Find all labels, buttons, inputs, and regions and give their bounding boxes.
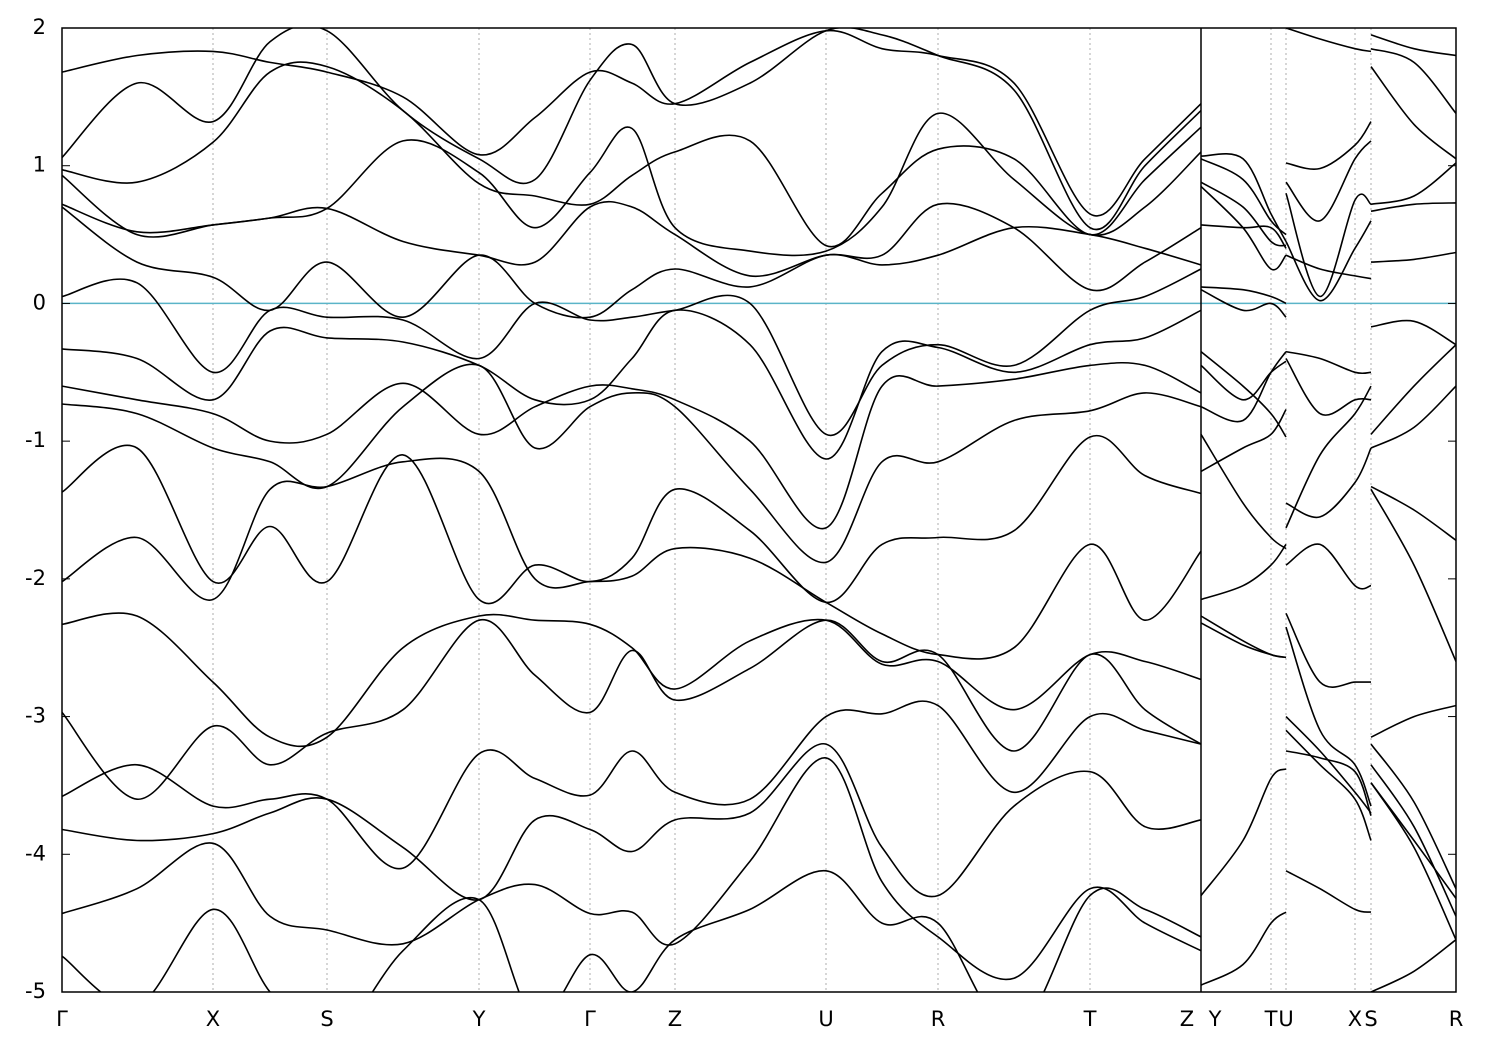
band-line: [1370, 782, 1456, 941]
band-line: [1370, 319, 1456, 346]
x-tick-label: U: [1278, 1007, 1293, 1031]
band-line: [1370, 344, 1456, 435]
x-tick-label: Z: [1180, 1007, 1194, 1031]
x-tick-label: R: [1449, 1007, 1464, 1031]
x-tick-label: T: [1083, 1007, 1097, 1031]
band-line: [62, 268, 1202, 437]
band-layer: [62, 28, 1456, 1034]
band-line: [1285, 626, 1372, 807]
band-line: [1285, 750, 1372, 816]
band-line: [1200, 181, 1287, 247]
band-line: [1200, 185, 1287, 271]
x-tick-label: Y: [1208, 1007, 1222, 1031]
band-line: [62, 200, 1202, 292]
band-line: [1200, 615, 1287, 659]
x-tick-label: T: [1264, 1007, 1278, 1031]
label-layer: 210-1-2-3-4-5Γ X S Y Γ Z U R T Z Y T U X S R: [25, 15, 1463, 1031]
band-line: [1200, 768, 1287, 897]
band-line: [1370, 704, 1456, 738]
band-line: [62, 29, 1202, 217]
band-line: [1285, 870, 1372, 913]
band-line: [1285, 729, 1372, 841]
band-line: [62, 700, 1202, 870]
band-line: [1200, 158, 1287, 236]
band-line: [62, 757, 1202, 981]
y-tick-label: 0: [33, 290, 46, 314]
band-line: [1285, 716, 1372, 814]
band-line: [1285, 385, 1372, 529]
x-tick-label: U: [818, 1007, 833, 1031]
band-line: [1285, 121, 1372, 170]
band-line: [1285, 193, 1372, 298]
band-line: [1370, 34, 1456, 57]
band-line: [1370, 251, 1456, 263]
band-line: [1200, 360, 1287, 401]
band-line: [62, 28, 1202, 231]
band-line: [1200, 543, 1287, 601]
band-line: [62, 61, 1202, 248]
band-line: [1370, 385, 1456, 449]
band-line: [1200, 911, 1287, 986]
y-tick-label: -3: [25, 704, 46, 728]
plot-frame: [61, 27, 1457, 993]
band-line: [1285, 543, 1372, 590]
band-line: [1200, 288, 1287, 318]
band-line: [62, 457, 1202, 660]
band-line: [1370, 485, 1456, 541]
y-tick-label: -1: [25, 428, 46, 452]
band-line: [1200, 409, 1287, 473]
y-tick-label: 1: [33, 153, 46, 177]
band-line: [1285, 358, 1372, 416]
band-line: [1285, 140, 1372, 222]
y-tick-label: -5: [25, 979, 46, 1003]
x-tick-label: X: [206, 1007, 220, 1031]
x-tick-label: X: [1348, 1007, 1362, 1031]
band-line: [62, 112, 1202, 257]
band-line: [1200, 286, 1287, 305]
band-line: [62, 612, 1202, 748]
band-line: [1200, 224, 1287, 249]
band-line: [62, 361, 1202, 530]
band-line: [1285, 447, 1372, 519]
x-tick-label: Y: [472, 1007, 486, 1031]
x-tick-label: S: [1364, 1007, 1377, 1031]
grid-layer: [212, 28, 1372, 992]
band-line: [1370, 743, 1456, 890]
band-line: [1370, 162, 1456, 206]
x-tick-label: Z: [668, 1007, 682, 1031]
band-line: [62, 869, 1202, 992]
band-line: [1285, 220, 1372, 302]
band-line: [1370, 202, 1456, 212]
band-line: [1200, 350, 1287, 438]
y-tick-label: 2: [33, 15, 46, 39]
band-line: [62, 309, 1202, 460]
band-line: [1370, 66, 1456, 160]
band-line: [1200, 351, 1287, 423]
band-line: [1285, 350, 1372, 375]
band-line: [1370, 764, 1456, 917]
band-line: [62, 434, 1202, 605]
band-line: [1285, 254, 1372, 280]
band-line: [62, 619, 1202, 801]
y-tick-label: -2: [25, 566, 46, 590]
band-line: [62, 363, 1202, 564]
band-line: [1285, 28, 1372, 53]
band-line: [62, 743, 1202, 901]
band-line: [1285, 612, 1371, 688]
band-line: [62, 206, 1202, 319]
x-tick-label: Γ: [584, 1007, 596, 1031]
y-tick-label: -4: [25, 841, 46, 865]
band-line: [1200, 622, 1287, 659]
band-line: [1370, 488, 1456, 662]
x-tick-label: S: [320, 1007, 333, 1031]
band-line: [1370, 47, 1456, 114]
x-tick-label: R: [931, 1007, 946, 1031]
band-line: [1370, 939, 1456, 992]
x-tick-label: Γ: [56, 1007, 68, 1031]
band-line: [1371, 1006, 1456, 1034]
band-line: [1200, 433, 1287, 550]
